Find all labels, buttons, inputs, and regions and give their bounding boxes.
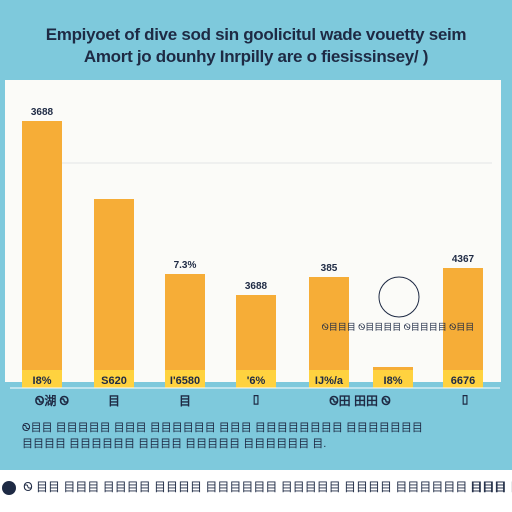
source-credit: 目目目 — [469, 480, 506, 494]
source-strip — [0, 470, 512, 512]
data-label: 4367 — [452, 254, 475, 265]
annotation-bubble — [378, 276, 420, 318]
x-tick-label: ▯ — [252, 392, 260, 406]
bar-base-highlight — [309, 370, 349, 388]
bar — [94, 199, 134, 388]
chart-title: Empiyoet of dive sod sin goolicitul wade… — [0, 24, 512, 68]
bar — [443, 268, 483, 388]
bar-base-highlight — [94, 370, 134, 388]
bar-base-highlight — [236, 370, 276, 388]
x-axis-labels: Ꮻ湖 Ꮻ 目 目 ▯ Ꮻ田 田田 Ꮻ ▯ — [0, 392, 512, 416]
annotation-text: Ꮻ目目目 Ꮻ目目目目 Ꮻ目目目目 Ꮻ目目 — [322, 322, 475, 332]
bar-base-highlight — [22, 370, 62, 388]
bar-base-highlight — [373, 370, 413, 388]
x-tick-label: Ꮻ湖 Ꮻ — [34, 394, 70, 408]
chart-subtitle: Amort jo dounhy Inrpilly are o fiesissin… — [83, 47, 429, 66]
footnote: Ꮻ目目 目目目目目 目目目 目目目目目目 目目目 目目目目目目目目 目目目目目目… — [22, 422, 423, 450]
x-tick-label: 目 — [107, 394, 121, 408]
data-label: 385 — [321, 263, 338, 274]
source-icon — [2, 480, 16, 495]
bar-label: 6676 — [451, 375, 475, 387]
data-label: 3688 — [245, 281, 268, 292]
bar — [22, 121, 62, 388]
x-tick-label: ▯ — [461, 392, 469, 406]
source-text: Ꮻ 目目 目目目 目目目目 目目目目 目目目目目目 目目目目目 目目目目 目目目… — [23, 480, 512, 494]
bar-base-highlight — [443, 370, 483, 388]
x-tick-label: 目 — [178, 394, 192, 408]
bar-label: I'6580 — [170, 375, 200, 387]
bar-label: S620 — [101, 375, 127, 387]
chart-title-line-1: Empiyoet of dive sod sin goolicitul wade… — [45, 25, 467, 44]
bar-base-highlight — [165, 370, 205, 388]
bar-label: I8% — [33, 375, 52, 387]
bar-label: '6% — [247, 375, 266, 387]
data-label: 3688 — [31, 107, 54, 118]
x-tick-label: Ꮻ田 田田 Ꮻ — [329, 394, 391, 408]
data-label: 7.3% — [174, 260, 197, 271]
bar — [309, 277, 349, 388]
bar-label: IJ%/a — [315, 375, 344, 387]
bar-label: I8% — [384, 375, 403, 387]
bar — [165, 274, 205, 388]
source-note: Ꮻ 目目 目目目 目目目目 目目目目 目目目目目目 目目目目目 目目目目 目目目… — [2, 478, 512, 495]
